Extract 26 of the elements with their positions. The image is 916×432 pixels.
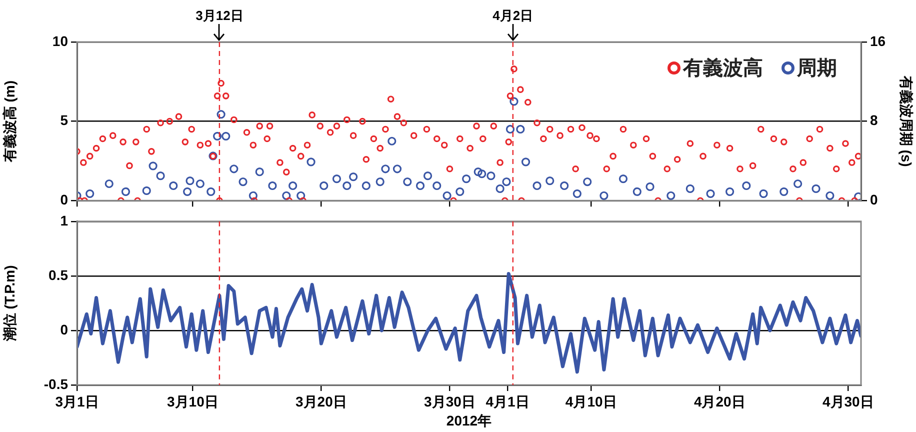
y-tick-label: -0.5 <box>44 376 68 392</box>
legend-label: 周期 <box>796 58 837 80</box>
y-tick-label: 0.5 <box>48 266 68 283</box>
x-tick-label: 3月10日 <box>166 393 218 410</box>
x-tick-label: 3月30日 <box>424 393 476 410</box>
x-tick-label: 3月20日 <box>296 393 347 410</box>
x-axis-title: 2012年 <box>446 412 492 428</box>
ref-line-label: 4月2日 <box>492 8 534 23</box>
y-axis-title: 潮位 (T.P.m) <box>1 265 18 342</box>
x-tick-label: 3月1日 <box>55 393 99 410</box>
y-axis-title: 有義波高 (m) <box>1 80 18 164</box>
y2-tick-label: 0 <box>870 191 878 208</box>
x-tick-label: 4月20日 <box>694 393 746 410</box>
legend-label: 有義波高 <box>682 56 763 80</box>
x-tick-label: 4月10日 <box>565 393 617 410</box>
y-tick-label: 0 <box>60 321 68 338</box>
ref-line-label: 3月12日 <box>196 8 244 23</box>
x-tick-label: 4月30日 <box>822 393 874 410</box>
y-tick-label: 10 <box>52 32 68 49</box>
x-tick-label: 4月1日 <box>486 393 530 410</box>
y-tick-label: 1 <box>60 212 68 228</box>
y2-axis-title: 有義波周期 (s) <box>898 74 915 167</box>
y2-tick-label: 8 <box>870 112 878 128</box>
y-tick-label: 0 <box>60 191 68 208</box>
y2-tick-label: 16 <box>870 32 886 49</box>
y-tick-label: 5 <box>60 112 68 128</box>
